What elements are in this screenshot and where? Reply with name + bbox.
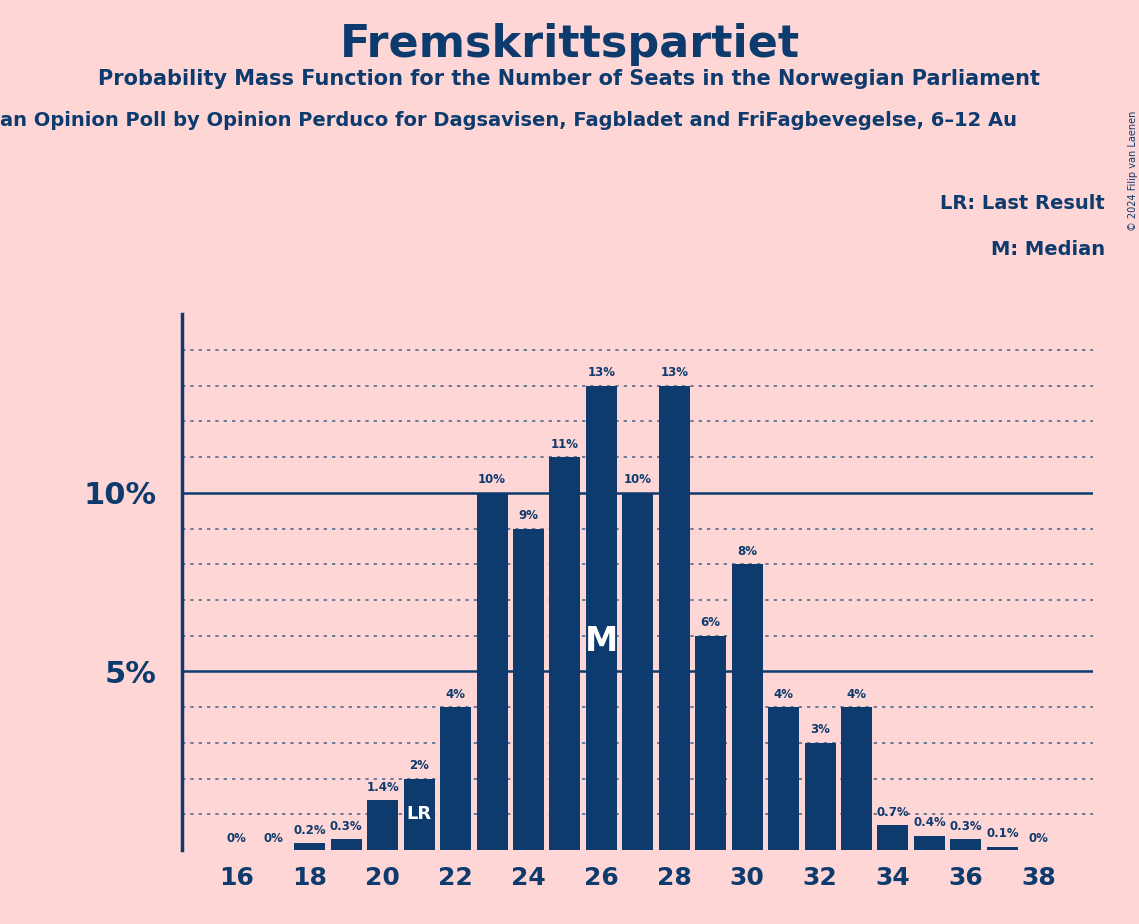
Text: LR: LR [407,806,432,823]
Text: Fremskrittspartiet: Fremskrittspartiet [339,23,800,67]
Bar [986,846,1018,850]
Text: 13%: 13% [661,366,688,379]
Bar [877,825,909,850]
Bar [768,707,800,850]
Text: an Opinion Poll by Opinion Perduco for Dagsavisen, Fagbladet and FriFagbevegelse: an Opinion Poll by Opinion Perduco for D… [0,111,1017,130]
Bar [549,457,581,850]
Bar [622,492,654,850]
Text: 0%: 0% [263,832,284,845]
Text: 4%: 4% [445,687,466,700]
Bar [440,707,472,850]
Text: 0.4%: 0.4% [913,817,945,830]
Bar [731,565,763,850]
Bar [367,800,399,850]
Text: 10%: 10% [478,473,506,486]
Text: 2%: 2% [409,760,429,772]
Bar [950,839,982,850]
Text: 10%: 10% [624,473,652,486]
Text: 0.7%: 0.7% [877,806,909,819]
Text: LR: Last Result: LR: Last Result [940,194,1105,213]
Bar [804,743,836,850]
Text: 8%: 8% [737,545,757,558]
Text: 0%: 0% [1029,832,1049,845]
Text: 0.1%: 0.1% [986,827,1018,840]
Text: 13%: 13% [588,366,615,379]
Text: 4%: 4% [846,687,867,700]
Text: 0.3%: 0.3% [950,820,982,833]
Text: 1.4%: 1.4% [367,781,399,794]
Bar [913,836,945,850]
Text: Probability Mass Function for the Number of Seats in the Norwegian Parliament: Probability Mass Function for the Number… [98,69,1041,90]
Bar [294,843,326,850]
Text: 6%: 6% [700,616,721,629]
Text: 0%: 0% [227,832,247,845]
Bar [513,529,544,850]
Text: M: M [584,625,618,658]
Bar [841,707,872,850]
Bar [658,385,690,850]
Text: 0.3%: 0.3% [330,820,362,833]
Bar [476,492,508,850]
Text: 0.2%: 0.2% [294,823,326,836]
Text: 11%: 11% [551,438,579,451]
Bar [695,636,727,850]
Bar [585,385,617,850]
Bar [403,779,435,850]
Bar [330,839,362,850]
Text: 9%: 9% [518,509,539,522]
Text: 4%: 4% [773,687,794,700]
Text: © 2024 Filip van Laenen: © 2024 Filip van Laenen [1128,111,1138,231]
Text: M: Median: M: Median [991,240,1105,260]
Text: 3%: 3% [810,723,830,736]
